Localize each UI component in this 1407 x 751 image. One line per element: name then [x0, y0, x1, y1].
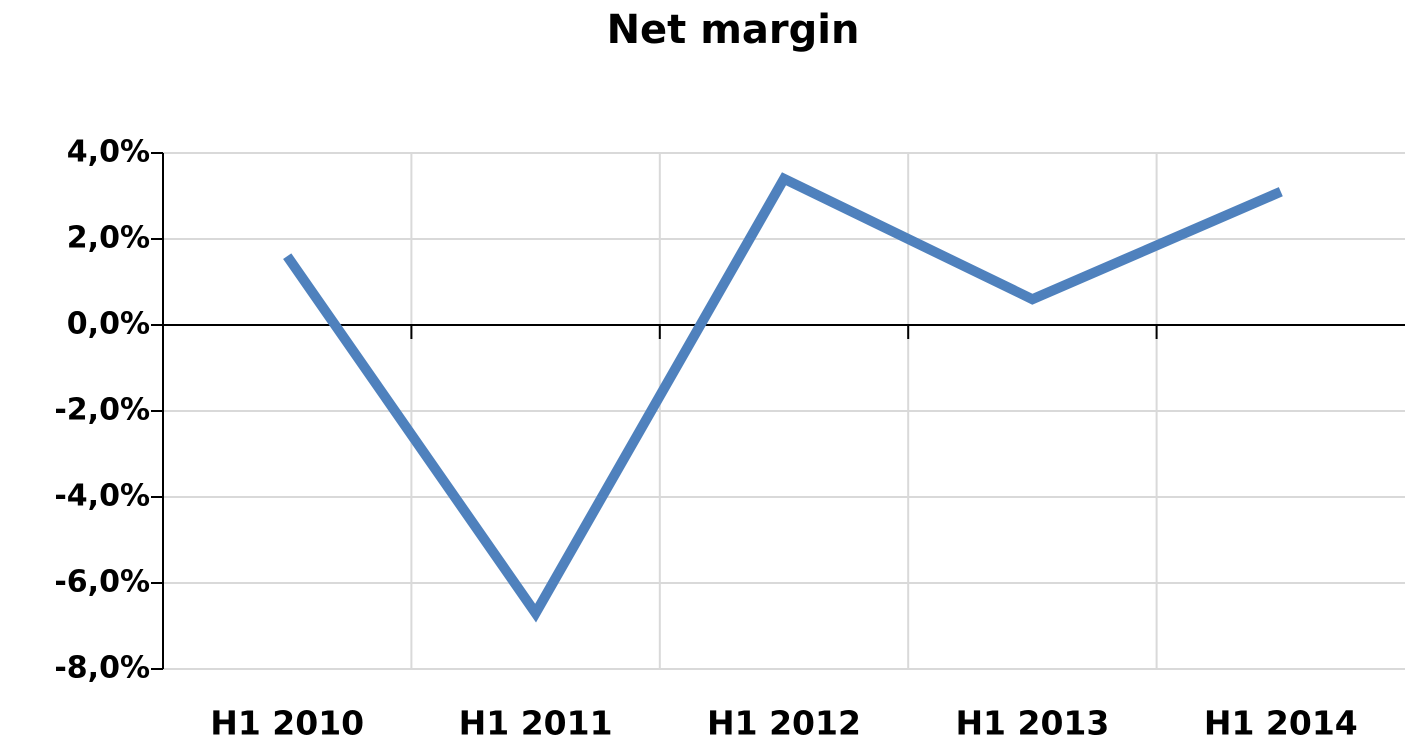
x-tick-label: H1 2010 [210, 704, 364, 743]
x-tick-label: H1 2014 [1204, 704, 1358, 743]
y-tick-label: -6,0% [54, 565, 150, 600]
x-tick-label: H1 2012 [707, 704, 861, 743]
y-tick-label: -2,0% [54, 393, 150, 428]
y-tick-label: 0,0% [67, 307, 150, 342]
x-tick-label: H1 2013 [955, 704, 1109, 743]
x-tick-label: H1 2011 [459, 704, 613, 743]
data-line [283, 172, 1283, 623]
y-tick-label: 2,0% [67, 221, 150, 256]
y-tick-label: -4,0% [54, 479, 150, 514]
y-tick-label: 4,0% [67, 135, 150, 170]
y-tick-label: -8,0% [54, 651, 150, 686]
chart-title: Net margin [607, 7, 860, 53]
